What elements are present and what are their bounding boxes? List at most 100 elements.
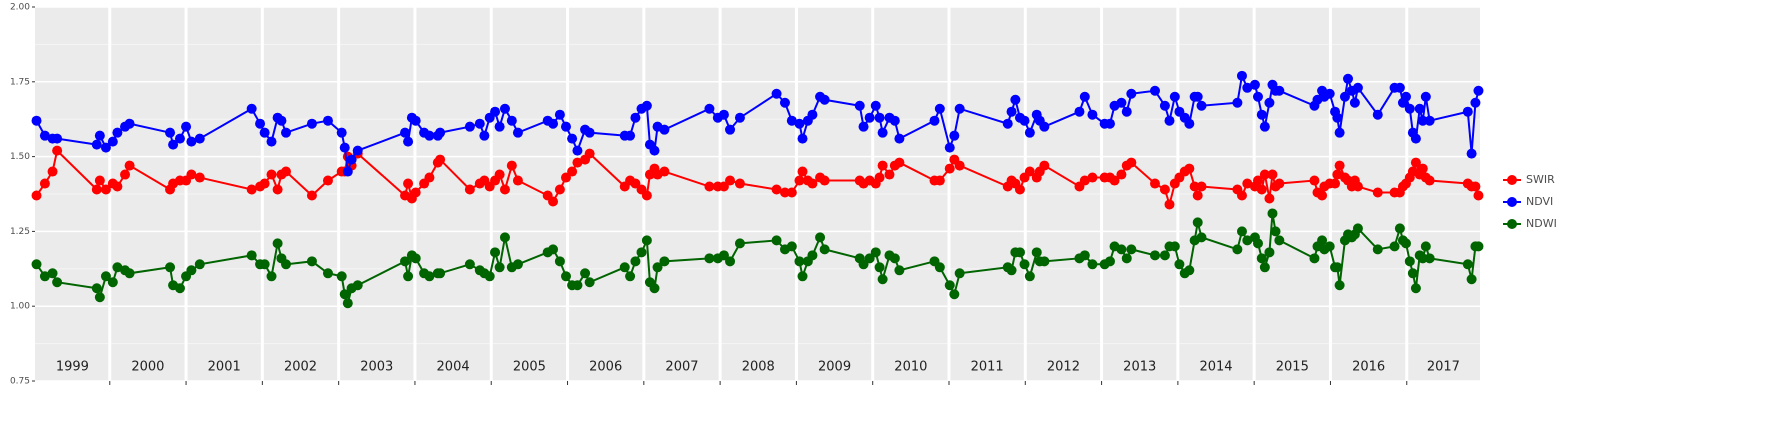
point bbox=[884, 169, 895, 180]
point bbox=[410, 115, 421, 126]
legend-key bbox=[1507, 175, 1517, 185]
point bbox=[1389, 241, 1400, 252]
point bbox=[1309, 253, 1320, 264]
point bbox=[864, 112, 875, 123]
point bbox=[1109, 175, 1120, 186]
point bbox=[725, 124, 736, 135]
point bbox=[584, 148, 595, 159]
point bbox=[124, 118, 135, 129]
y-tick-label: 1.00 bbox=[10, 302, 30, 312]
point bbox=[266, 271, 277, 282]
point bbox=[1024, 166, 1035, 177]
point bbox=[548, 118, 559, 129]
point bbox=[306, 118, 317, 129]
point bbox=[1466, 274, 1477, 285]
point bbox=[786, 241, 797, 252]
point bbox=[1236, 70, 1247, 81]
point bbox=[734, 238, 745, 249]
point bbox=[894, 133, 905, 144]
legend-key bbox=[1507, 219, 1517, 229]
point bbox=[1256, 253, 1267, 264]
point bbox=[266, 136, 277, 147]
point bbox=[100, 142, 111, 153]
y-tick-label: 1.50 bbox=[10, 152, 30, 162]
point bbox=[1149, 85, 1160, 96]
point bbox=[1242, 178, 1253, 189]
point bbox=[1184, 118, 1195, 129]
point bbox=[779, 187, 790, 198]
point bbox=[1259, 169, 1270, 180]
point bbox=[1256, 109, 1267, 120]
point bbox=[112, 262, 123, 273]
point bbox=[1352, 181, 1363, 192]
point bbox=[1417, 253, 1428, 264]
point bbox=[949, 130, 960, 141]
point bbox=[1006, 106, 1017, 117]
point bbox=[874, 112, 885, 123]
point bbox=[797, 166, 808, 177]
point bbox=[1473, 241, 1484, 252]
point bbox=[649, 283, 660, 294]
point bbox=[815, 232, 826, 243]
point bbox=[1192, 217, 1203, 228]
point bbox=[403, 136, 414, 147]
point bbox=[1372, 187, 1383, 198]
point bbox=[91, 184, 102, 195]
point bbox=[1249, 79, 1260, 90]
point bbox=[864, 253, 875, 264]
point bbox=[704, 253, 715, 264]
point bbox=[400, 256, 411, 267]
point bbox=[1031, 247, 1042, 258]
point bbox=[779, 97, 790, 108]
point bbox=[636, 247, 647, 258]
point bbox=[944, 142, 955, 153]
point bbox=[1159, 250, 1170, 261]
point bbox=[734, 112, 745, 123]
point bbox=[874, 262, 885, 273]
year-label: 2002 bbox=[284, 360, 317, 375]
year-label: 1999 bbox=[56, 360, 89, 375]
point bbox=[194, 133, 205, 144]
point bbox=[704, 103, 715, 114]
point bbox=[934, 175, 945, 186]
point bbox=[1164, 115, 1175, 126]
point bbox=[168, 139, 179, 150]
point bbox=[1121, 106, 1132, 117]
y-tick-label: 2.00 bbox=[10, 3, 30, 13]
point bbox=[1274, 178, 1285, 189]
point bbox=[1149, 178, 1160, 189]
point bbox=[1462, 259, 1473, 270]
point bbox=[31, 190, 42, 201]
point bbox=[1039, 160, 1050, 171]
year-label: 2009 bbox=[818, 360, 851, 375]
point bbox=[181, 121, 192, 132]
point bbox=[31, 259, 42, 270]
year-label: 2015 bbox=[1276, 360, 1309, 375]
point bbox=[1473, 85, 1484, 96]
point bbox=[435, 268, 446, 279]
point bbox=[794, 118, 805, 129]
point bbox=[1264, 193, 1275, 204]
point bbox=[494, 169, 505, 180]
point bbox=[561, 172, 572, 183]
point bbox=[120, 169, 131, 180]
point bbox=[1330, 178, 1341, 189]
point bbox=[659, 256, 670, 267]
point bbox=[47, 268, 58, 279]
point bbox=[100, 184, 111, 195]
point bbox=[1410, 133, 1421, 144]
point bbox=[1169, 241, 1180, 252]
point bbox=[877, 160, 888, 171]
point bbox=[1400, 238, 1411, 249]
point bbox=[1352, 82, 1363, 93]
point bbox=[659, 124, 670, 135]
legend-key bbox=[1507, 197, 1517, 207]
point bbox=[1169, 91, 1180, 102]
point bbox=[889, 115, 900, 126]
point bbox=[1232, 244, 1243, 255]
year-label: 2014 bbox=[1199, 360, 1232, 375]
point bbox=[1274, 85, 1285, 96]
point bbox=[1324, 88, 1335, 99]
point bbox=[874, 172, 885, 183]
point bbox=[1410, 283, 1421, 294]
